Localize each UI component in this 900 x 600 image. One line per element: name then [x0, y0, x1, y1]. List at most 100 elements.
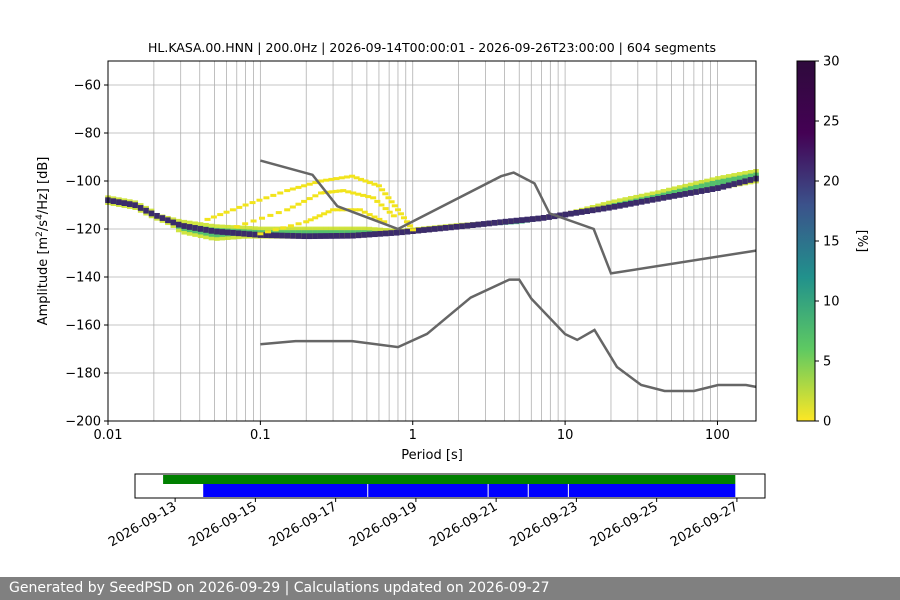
- density-core: [339, 232, 345, 239]
- density-core: [328, 233, 335, 239]
- density-core: [372, 231, 378, 238]
- density-cell: [258, 216, 265, 220]
- density-core: [252, 231, 258, 238]
- density-cell: [217, 213, 224, 217]
- density-core: [437, 225, 443, 232]
- density-core: [197, 226, 204, 232]
- density-core: [513, 217, 520, 224]
- density-cell: [339, 208, 346, 212]
- density-core: [535, 215, 541, 222]
- density-cell: [687, 186, 694, 192]
- density-core: [393, 229, 400, 236]
- density-core: [148, 210, 155, 217]
- density-marks: [105, 169, 759, 241]
- density-cell: [381, 220, 388, 224]
- density-cell: [353, 176, 360, 180]
- density-cell: [676, 188, 683, 194]
- density-cell: [318, 179, 325, 183]
- density-cell: [709, 180, 716, 188]
- density-core: [181, 223, 188, 229]
- colorbar-tick-label: 25: [823, 115, 840, 130]
- density-core: [693, 189, 699, 195]
- density-cell: [693, 184, 699, 191]
- density-cell: [275, 211, 282, 215]
- density-cell: [519, 222, 525, 224]
- timeline-segment-bar: [203, 484, 736, 497]
- density-cell: [280, 226, 287, 230]
- colorbar-tick-label: 10: [823, 295, 840, 310]
- density-core: [747, 177, 754, 183]
- timeline-tick-label: 2026-09-21: [427, 499, 500, 550]
- density-core: [568, 210, 574, 217]
- density-cell: [289, 205, 296, 209]
- density-core: [725, 182, 732, 189]
- density-cell: [204, 217, 211, 221]
- density-core: [682, 191, 689, 197]
- density-cell: [350, 191, 357, 195]
- density-core: [377, 230, 384, 237]
- density-cell: [249, 201, 256, 205]
- density-core: [529, 216, 536, 222]
- density-cell: [295, 185, 302, 189]
- density-cell: [379, 188, 386, 192]
- density-cell: [289, 187, 296, 191]
- density-cell: [340, 189, 347, 193]
- x-tick-label: 10: [557, 428, 574, 443]
- density-core: [638, 198, 645, 205]
- density-core: [421, 227, 427, 233]
- density-core: [274, 232, 280, 239]
- timeline-ticks: 2026-09-13 2026-09-15 2026-09-17 2026-09-19…: [106, 498, 741, 550]
- density-cell: [256, 198, 263, 202]
- density-core: [595, 206, 601, 213]
- density-core: [230, 229, 237, 236]
- density-core: [121, 200, 128, 207]
- density-cell: [627, 199, 634, 202]
- density-cell: [242, 222, 249, 226]
- density-cell: [370, 196, 377, 200]
- density-cell: [382, 192, 389, 196]
- density-cell: [704, 182, 710, 189]
- density-cell: [330, 208, 337, 212]
- colorbar-gradient: [796, 60, 816, 422]
- y-tick-label: −120: [65, 223, 101, 238]
- colorbar-tick-label: 5: [823, 355, 831, 370]
- y-tick-label: −180: [65, 367, 101, 382]
- density-core: [317, 233, 324, 239]
- density-cell: [386, 210, 393, 214]
- density-core: [323, 233, 329, 239]
- x-axis-ticks: 0.01 0.1 1 10 100: [94, 421, 730, 443]
- density-core: [235, 230, 242, 237]
- density-cell: [333, 177, 340, 181]
- density-core: [508, 218, 514, 225]
- density-cell: [323, 178, 330, 182]
- density-core: [333, 233, 340, 239]
- density-cell: [385, 196, 392, 200]
- density-core: [497, 219, 503, 226]
- x-tick-label: 100: [705, 428, 730, 443]
- density-cell: [321, 191, 328, 195]
- density-core: [186, 224, 193, 230]
- plot-frame: [107, 60, 757, 422]
- density-cell: [365, 195, 372, 199]
- density-core: [720, 183, 727, 190]
- density-cell: [223, 210, 230, 214]
- density-cell: [344, 230, 351, 235]
- density-cell: [343, 175, 350, 179]
- density-cell: [233, 225, 240, 229]
- density-cell: [295, 202, 302, 206]
- density-cell: [284, 230, 291, 235]
- density-cell: [339, 230, 345, 235]
- density-core: [644, 197, 650, 204]
- density-cell: [250, 219, 257, 223]
- x-axis-label: Period [s]: [401, 448, 463, 463]
- density-cell: [267, 213, 274, 217]
- y-tick-label: −160: [65, 319, 101, 334]
- ppsd-plot: 0.01 0.1 1 10 100 −60 −80 −100 −120 −140 −160 −180…: [65, 60, 759, 443]
- colorbar-ticks: 0 5 10 15 20 25 30: [815, 55, 840, 430]
- density-cell: [725, 177, 732, 185]
- density-core: [448, 224, 454, 231]
- density-cell: [210, 215, 217, 219]
- density-cell: [376, 217, 383, 221]
- density-cell: [334, 208, 341, 212]
- density-cell: [622, 200, 629, 203]
